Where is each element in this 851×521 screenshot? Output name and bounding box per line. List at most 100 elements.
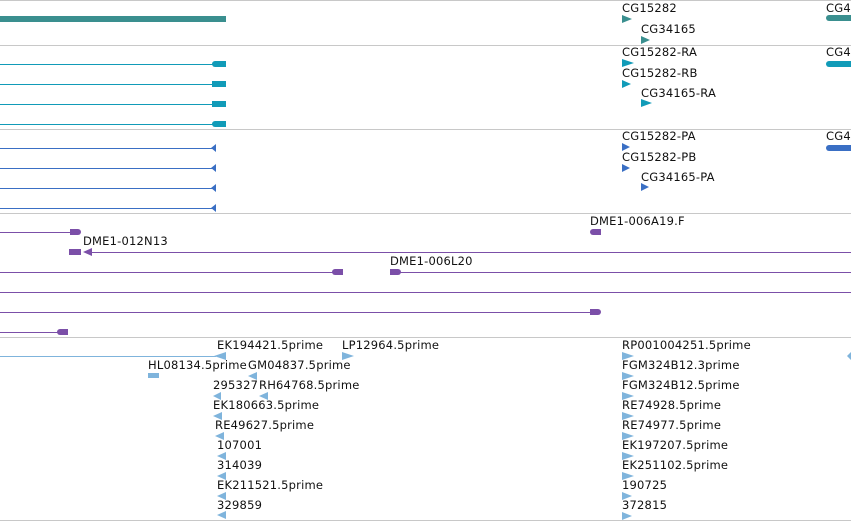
gene-label[interactable]: CG34165 bbox=[641, 22, 696, 36]
est-label[interactable]: 295327 bbox=[213, 378, 259, 392]
clone-label[interactable]: DME1-012N13 bbox=[83, 234, 168, 248]
est-arrow[interactable] bbox=[248, 372, 257, 380]
est-arrow[interactable] bbox=[215, 432, 224, 440]
est-arrow[interactable] bbox=[214, 352, 226, 360]
transcript-line[interactable] bbox=[0, 104, 215, 105]
transcript-exon[interactable] bbox=[212, 101, 226, 107]
transcript-exon[interactable] bbox=[212, 121, 226, 127]
est-label[interactable]: 329859 bbox=[217, 498, 263, 512]
protein-arrow[interactable] bbox=[622, 164, 630, 172]
est-arrow[interactable] bbox=[217, 492, 226, 500]
est-label[interactable]: LP12964.5prime bbox=[342, 338, 440, 352]
est-label[interactable]: 314039 bbox=[217, 458, 263, 472]
clone-line[interactable] bbox=[0, 312, 595, 313]
transcript-line[interactable] bbox=[0, 64, 215, 65]
gene-feature[interactable] bbox=[0, 16, 226, 22]
est-arrow[interactable] bbox=[622, 352, 634, 360]
transcript-label[interactable]: CG15282-RA bbox=[622, 45, 698, 59]
protein-label[interactable]: CG34165-PA bbox=[641, 170, 715, 184]
gene-arrow[interactable] bbox=[622, 15, 632, 23]
transcript-line[interactable] bbox=[0, 84, 215, 85]
protein-feature[interactable] bbox=[826, 145, 851, 151]
est-label[interactable]: 190725 bbox=[622, 478, 668, 492]
est-arrow[interactable] bbox=[213, 412, 222, 420]
clone-end[interactable] bbox=[70, 229, 81, 235]
protein-line[interactable] bbox=[0, 168, 214, 169]
est-arrow[interactable] bbox=[622, 452, 634, 460]
protein-arrow[interactable] bbox=[211, 164, 216, 172]
protein-arrow[interactable] bbox=[211, 204, 216, 212]
transcript-label[interactable]: CG15282-RB bbox=[622, 66, 698, 80]
gene-label[interactable]: CG4 bbox=[826, 1, 851, 15]
est-arrow[interactable] bbox=[622, 372, 634, 380]
clone-line[interactable] bbox=[0, 272, 336, 273]
est-label[interactable]: FGM324B12.5prime bbox=[622, 378, 740, 392]
est-label[interactable]: RH64768.5prime bbox=[259, 378, 360, 392]
protein-arrow[interactable] bbox=[622, 143, 630, 151]
clone-end[interactable] bbox=[590, 229, 601, 235]
clone-end[interactable] bbox=[590, 309, 601, 315]
est-arrow[interactable] bbox=[342, 352, 354, 360]
est-label[interactable]: RE74977.5prime bbox=[622, 418, 722, 432]
clone-line[interactable] bbox=[0, 232, 74, 233]
transcript-exon[interactable] bbox=[826, 61, 851, 67]
protein-arrow[interactable] bbox=[641, 183, 649, 191]
transcript-arrow[interactable] bbox=[622, 59, 634, 67]
transcript-line[interactable] bbox=[0, 124, 215, 125]
est-label[interactable]: RE49627.5prime bbox=[215, 418, 315, 432]
transcript-arrow[interactable] bbox=[622, 80, 631, 88]
est-line[interactable] bbox=[0, 356, 216, 357]
clone-arrow[interactable] bbox=[83, 248, 92, 256]
transcript-exon[interactable] bbox=[212, 81, 226, 87]
est-label[interactable]: EK180663.5prime bbox=[213, 398, 320, 412]
clone-end[interactable] bbox=[332, 269, 343, 275]
transcript-label[interactable]: CG4 bbox=[826, 45, 851, 59]
est-arrow[interactable] bbox=[217, 452, 226, 460]
est-arrow[interactable] bbox=[622, 392, 634, 400]
est-arrow[interactable] bbox=[622, 432, 634, 440]
est-label[interactable]: EK251102.5prime bbox=[622, 458, 729, 472]
gene-label[interactable]: CG15282 bbox=[622, 1, 677, 15]
protein-arrow[interactable] bbox=[211, 184, 216, 192]
est-arrow[interactable] bbox=[847, 352, 851, 360]
est-arrow[interactable] bbox=[217, 472, 226, 480]
clone-label[interactable]: DME1-006L20 bbox=[390, 254, 473, 268]
gene-feature[interactable] bbox=[826, 15, 851, 21]
protein-label[interactable]: CG15282-PB bbox=[622, 150, 697, 164]
est-arrow[interactable] bbox=[622, 472, 634, 480]
clone-line[interactable] bbox=[0, 332, 62, 333]
est-label[interactable]: RE74928.5prime bbox=[622, 398, 722, 412]
est-arrow[interactable] bbox=[259, 392, 268, 400]
protein-line[interactable] bbox=[0, 188, 214, 189]
clone-line[interactable] bbox=[90, 252, 851, 253]
clone-line[interactable] bbox=[0, 292, 851, 293]
est-label[interactable]: FGM324B12.3prime bbox=[622, 358, 740, 372]
est-label[interactable]: EK197207.5prime bbox=[622, 438, 729, 452]
protein-line[interactable] bbox=[0, 148, 214, 149]
est-label[interactable]: HL08134.5prime bbox=[148, 358, 247, 372]
clone-line[interactable] bbox=[398, 272, 851, 273]
protein-label[interactable]: CG4 bbox=[826, 129, 851, 143]
transcript-arrow[interactable] bbox=[641, 99, 652, 107]
est-arrow[interactable] bbox=[622, 412, 634, 420]
protein-label[interactable]: CG15282-PA bbox=[622, 129, 696, 143]
est-arrow[interactable] bbox=[217, 511, 226, 519]
est-arrow[interactable] bbox=[213, 392, 221, 400]
clone-label[interactable]: DME1-006A19.F bbox=[590, 214, 685, 228]
clone-end[interactable] bbox=[390, 269, 401, 275]
clone-end[interactable] bbox=[69, 249, 81, 255]
transcript-label[interactable]: CG34165-RA bbox=[641, 86, 717, 100]
est-label[interactable]: RP001004251.5prime bbox=[622, 338, 751, 352]
clone-end[interactable] bbox=[57, 329, 68, 335]
est-label[interactable]: 372815 bbox=[622, 498, 668, 512]
est-label[interactable]: EK194421.5prime bbox=[217, 338, 324, 352]
est-label[interactable]: EK211521.5prime bbox=[217, 478, 324, 492]
est-feature[interactable] bbox=[148, 373, 159, 378]
protein-line[interactable] bbox=[0, 208, 214, 209]
est-label[interactable]: GM04837.5prime bbox=[248, 358, 351, 372]
est-arrow[interactable] bbox=[622, 492, 632, 500]
est-label[interactable]: 107001 bbox=[217, 438, 263, 452]
transcript-exon[interactable] bbox=[212, 61, 226, 67]
est-arrow[interactable] bbox=[622, 512, 632, 520]
protein-arrow[interactable] bbox=[211, 144, 216, 152]
